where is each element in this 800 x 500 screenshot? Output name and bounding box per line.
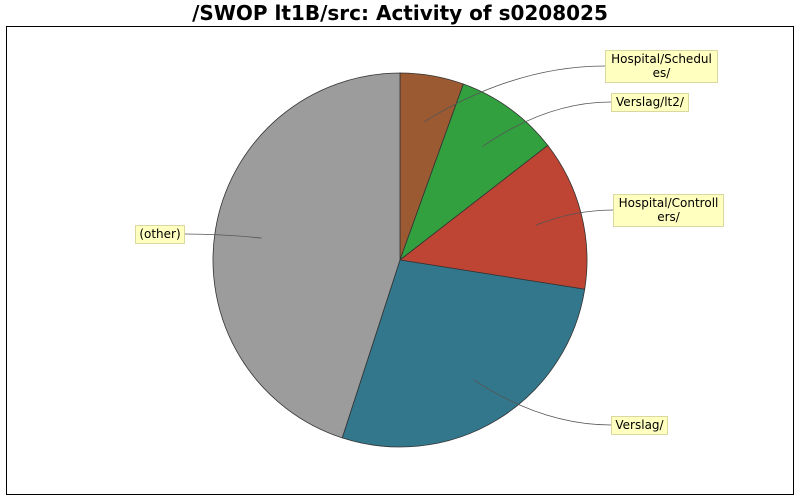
slice-label: Verslag/lt2/ xyxy=(616,95,685,109)
pie-slice xyxy=(399,83,549,262)
label-leader-line xyxy=(423,65,606,123)
pie-slice xyxy=(212,72,401,439)
label-leader-line xyxy=(183,233,262,239)
slice-label: es/ xyxy=(653,66,672,80)
slice-label-box xyxy=(605,50,718,83)
slice-label: Verslag/ xyxy=(615,418,664,432)
slice-label-box xyxy=(613,194,724,227)
pie-labels: Hospital/Schedules/Verslag/lt2/Hospital/… xyxy=(135,50,724,435)
slice-label-box xyxy=(611,416,668,435)
label-leader-line xyxy=(482,101,612,147)
label-leader-line xyxy=(535,209,614,226)
slice-label: (other) xyxy=(139,227,180,241)
chart-title: /SWOP lt1B/src: Activity of s0208025 xyxy=(192,1,608,25)
slice-label-box xyxy=(611,93,689,112)
pie-slice xyxy=(341,259,586,448)
label-leader-line xyxy=(473,379,612,426)
slice-label-box xyxy=(135,225,185,244)
slice-label: Hospital/Schedul xyxy=(611,52,712,66)
slice-label: ers/ xyxy=(657,210,681,224)
pie-slice xyxy=(399,144,588,290)
pie-slices xyxy=(212,72,588,448)
slice-label: Hospital/Controll xyxy=(619,196,719,210)
